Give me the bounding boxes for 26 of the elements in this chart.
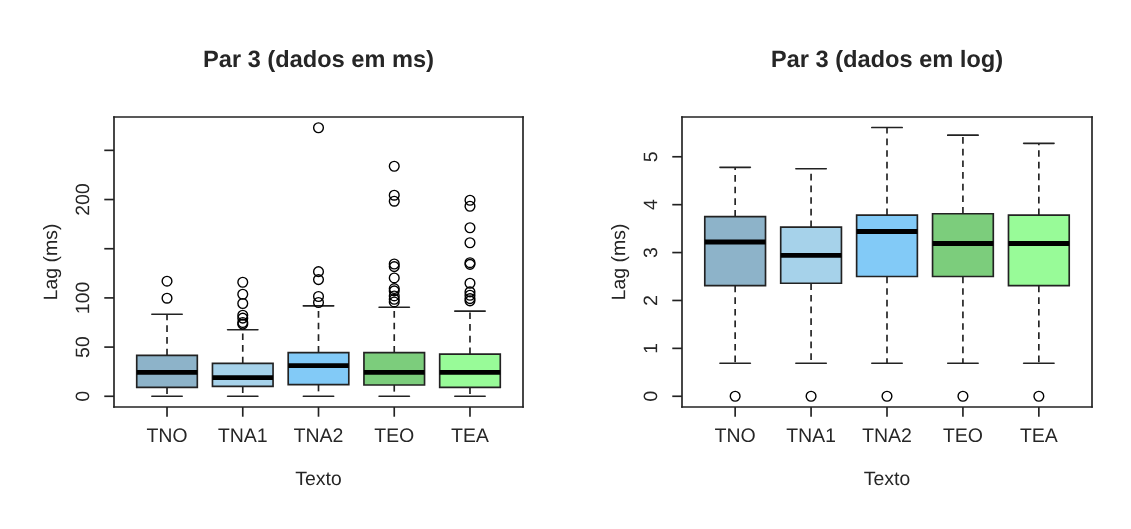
x-axis-title: Texto bbox=[864, 471, 910, 486]
y-tick-label: 0 bbox=[643, 391, 658, 401]
x-tick-label: TNO bbox=[715, 428, 755, 443]
y-axis-title: Lag (ms) bbox=[611, 224, 630, 299]
y-axis-title: Lag (ms) bbox=[43, 224, 62, 299]
x-tick-label: TEA bbox=[1020, 428, 1058, 442]
y-tick-label: 100 bbox=[75, 282, 90, 313]
x-axis-title: Texto bbox=[295, 471, 341, 486]
chart-title: Par 3 (dados em ms) bbox=[204, 49, 433, 72]
y-tick-label: 5 bbox=[643, 152, 658, 162]
y-tick-label: 3 bbox=[643, 248, 658, 258]
x-tick-label: TNO bbox=[146, 428, 187, 443]
y-tick-label: 2 bbox=[643, 296, 658, 305]
y-tick-label: 200 bbox=[75, 184, 90, 215]
y-tick-label: 0 bbox=[75, 391, 90, 401]
x-tick-label: TNA1 bbox=[218, 428, 267, 442]
y-tick-label: 50 bbox=[75, 337, 90, 358]
chart-title: Par 3 (dados em log) bbox=[772, 49, 1002, 72]
x-tick-label: TEO bbox=[374, 428, 414, 443]
y-tick-label: 1 bbox=[643, 343, 658, 353]
x-tick-label: TNA2 bbox=[862, 428, 911, 442]
x-tick-label: TEO bbox=[943, 428, 982, 443]
x-tick-label: TNA2 bbox=[294, 428, 343, 442]
x-tick-label: TEA bbox=[451, 428, 489, 442]
y-tick-label: 4 bbox=[643, 199, 658, 210]
x-tick-label: TNA1 bbox=[786, 428, 835, 442]
